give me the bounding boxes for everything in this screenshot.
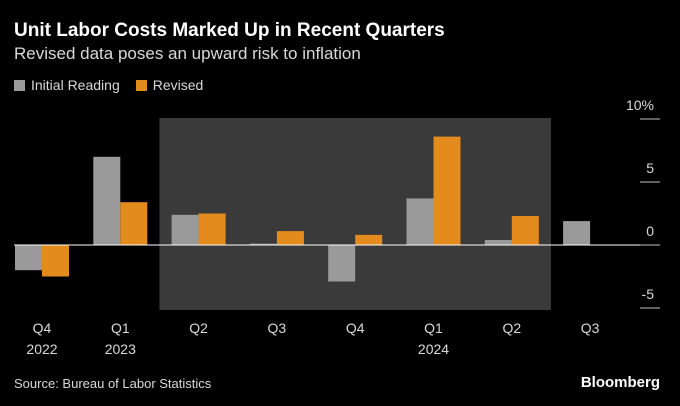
bar-initial-1 — [93, 156, 121, 245]
chart-title: Unit Labor Costs Marked Up in Recent Qua… — [14, 20, 445, 41]
x-tick-label-0: Q4 — [33, 320, 52, 336]
legend-swatch-revised — [135, 79, 147, 91]
y-tick-label-0: 10% — [626, 97, 654, 113]
x-tick-label-4: Q4 — [346, 320, 365, 336]
bar-initial-4 — [328, 245, 356, 282]
legend-item-initial: Initial Reading — [14, 77, 120, 93]
source-note: Source: Bureau of Labor Statistics — [14, 376, 212, 391]
legend-swatch-initial — [14, 79, 25, 91]
legend-label-initial: Initial Reading — [31, 77, 120, 93]
x-year-label-0: 2022 — [26, 341, 57, 357]
x-tick-label-7: Q3 — [581, 320, 600, 336]
y-tick-label-1: 5 — [646, 160, 654, 176]
bar-revised-2 — [198, 213, 226, 245]
y-tick-label-3: -5 — [642, 286, 655, 302]
bar-revised-4 — [355, 234, 383, 245]
bar-revised-3 — [276, 231, 304, 245]
legend-label-revised: Revised — [152, 77, 204, 93]
x-tick-label-2: Q2 — [189, 320, 208, 336]
brand-logo: Bloomberg — [580, 374, 660, 391]
x-tick-label-1: Q1 — [111, 320, 130, 336]
y-tick-label-2: 0 — [646, 223, 654, 239]
bar-initial-3 — [249, 243, 277, 245]
x-year-label-5: 2024 — [418, 341, 449, 357]
x-tick-label-3: Q3 — [268, 320, 287, 336]
x-tick-label-5: Q1 — [424, 320, 443, 336]
bar-revised-6 — [511, 216, 539, 245]
x-tick-label-6: Q2 — [502, 320, 521, 336]
bar-initial-5 — [406, 198, 434, 245]
bar-initial-2 — [171, 214, 199, 245]
chart-subtitle: Revised data poses an upward risk to inf… — [14, 44, 361, 63]
x-year-label-1: 2023 — [105, 341, 136, 357]
bar-revised-1 — [120, 202, 148, 245]
bar-initial-6 — [484, 240, 512, 245]
bar-revised-5 — [433, 136, 461, 245]
chart-legend: Initial Reading Revised — [14, 77, 219, 93]
bar-revised-0 — [42, 245, 69, 277]
bar-initial-0 — [15, 245, 42, 271]
bar-initial-7 — [563, 221, 591, 245]
legend-item-revised: Revised — [135, 77, 204, 93]
